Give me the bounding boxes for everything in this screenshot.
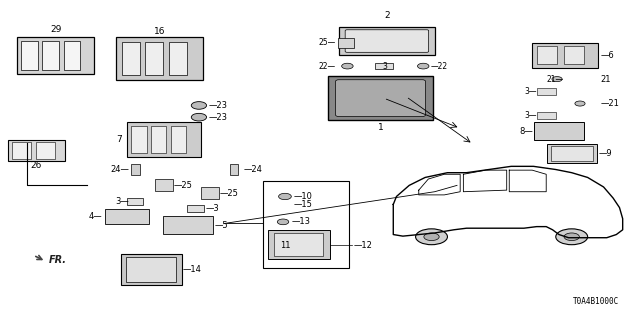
Text: —15: —15 — [293, 200, 312, 209]
Text: 21: 21 — [600, 75, 611, 84]
Bar — [262, 180, 349, 268]
FancyBboxPatch shape — [42, 41, 59, 70]
Text: 11: 11 — [280, 241, 290, 250]
Text: FR.: FR. — [49, 255, 67, 265]
Circle shape — [191, 102, 207, 109]
FancyBboxPatch shape — [12, 142, 31, 159]
Text: 3—: 3— — [524, 111, 537, 120]
Text: —14: —14 — [183, 265, 202, 274]
Circle shape — [575, 101, 585, 106]
FancyBboxPatch shape — [145, 42, 163, 75]
FancyBboxPatch shape — [155, 179, 173, 191]
Text: —25: —25 — [173, 181, 192, 190]
FancyBboxPatch shape — [328, 76, 433, 120]
Text: 3: 3 — [382, 62, 387, 71]
Text: 8—: 8— — [520, 127, 534, 136]
Text: 21—: 21— — [547, 75, 564, 84]
Text: 3—: 3— — [115, 197, 129, 206]
FancyBboxPatch shape — [127, 198, 143, 205]
Text: —6: —6 — [600, 51, 614, 60]
Text: 3—: 3— — [524, 87, 537, 96]
Text: —12: —12 — [353, 241, 372, 250]
FancyBboxPatch shape — [274, 233, 323, 256]
FancyBboxPatch shape — [534, 122, 584, 140]
Text: —23: —23 — [209, 101, 227, 110]
Text: 29: 29 — [50, 25, 61, 34]
FancyBboxPatch shape — [538, 88, 556, 95]
FancyBboxPatch shape — [551, 146, 593, 161]
FancyBboxPatch shape — [169, 42, 187, 75]
Bar — [230, 164, 239, 175]
Circle shape — [556, 229, 588, 245]
Bar — [131, 164, 140, 175]
Text: —24: —24 — [244, 165, 262, 174]
Text: —9: —9 — [598, 149, 612, 158]
FancyBboxPatch shape — [63, 41, 80, 70]
Circle shape — [342, 63, 353, 69]
Text: —25: —25 — [220, 189, 239, 198]
FancyBboxPatch shape — [268, 230, 330, 259]
Text: —21: —21 — [600, 99, 620, 108]
Text: —23: —23 — [209, 113, 227, 122]
Text: T0A4B1000C: T0A4B1000C — [573, 297, 620, 306]
Circle shape — [417, 63, 429, 69]
Text: —5: —5 — [215, 220, 228, 229]
FancyBboxPatch shape — [202, 187, 220, 199]
FancyBboxPatch shape — [163, 216, 213, 234]
FancyBboxPatch shape — [339, 37, 354, 48]
Text: 26: 26 — [31, 161, 42, 170]
FancyBboxPatch shape — [345, 30, 429, 52]
Circle shape — [424, 233, 439, 241]
FancyBboxPatch shape — [537, 46, 557, 64]
Text: —22: —22 — [430, 62, 447, 71]
FancyBboxPatch shape — [151, 126, 166, 153]
Circle shape — [564, 233, 579, 241]
FancyBboxPatch shape — [171, 126, 186, 153]
Text: 25—: 25— — [319, 38, 336, 47]
FancyBboxPatch shape — [22, 41, 38, 70]
Circle shape — [191, 113, 207, 121]
FancyBboxPatch shape — [131, 126, 147, 153]
FancyBboxPatch shape — [116, 37, 203, 80]
FancyBboxPatch shape — [105, 209, 149, 224]
Text: 24—: 24— — [110, 165, 129, 174]
Circle shape — [277, 219, 289, 225]
FancyBboxPatch shape — [564, 46, 584, 64]
Text: —10: —10 — [293, 192, 312, 201]
FancyBboxPatch shape — [339, 27, 435, 55]
FancyBboxPatch shape — [127, 122, 201, 157]
Circle shape — [552, 76, 562, 82]
FancyBboxPatch shape — [126, 257, 176, 282]
FancyBboxPatch shape — [538, 112, 556, 119]
Text: 22—: 22— — [319, 62, 336, 71]
Text: —13: —13 — [291, 217, 310, 226]
FancyBboxPatch shape — [120, 254, 182, 285]
Circle shape — [278, 193, 291, 200]
Text: 2: 2 — [384, 11, 390, 20]
FancyBboxPatch shape — [36, 142, 55, 159]
FancyBboxPatch shape — [122, 42, 140, 75]
Circle shape — [415, 229, 447, 245]
Text: 7: 7 — [116, 135, 122, 144]
Text: 1: 1 — [378, 123, 383, 132]
FancyBboxPatch shape — [335, 80, 426, 116]
FancyBboxPatch shape — [8, 140, 65, 161]
Text: 4—: 4— — [88, 212, 102, 221]
FancyBboxPatch shape — [547, 143, 597, 163]
Text: —3: —3 — [205, 204, 219, 213]
FancyBboxPatch shape — [188, 205, 204, 212]
FancyBboxPatch shape — [17, 37, 94, 74]
Text: 16: 16 — [154, 27, 165, 36]
FancyBboxPatch shape — [532, 43, 598, 68]
FancyBboxPatch shape — [376, 63, 394, 69]
